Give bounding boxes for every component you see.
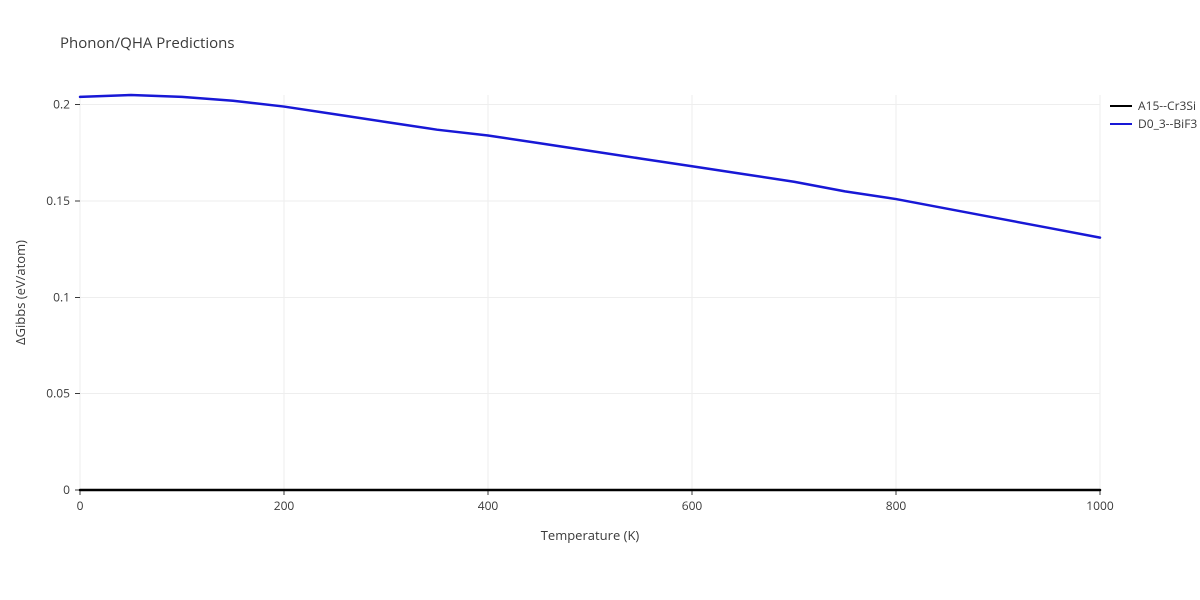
x-tick-label: 1000 xyxy=(1086,497,1114,514)
y-tick-label: 0.1 xyxy=(53,288,70,305)
legend-label-1: D0_3--BiF3 xyxy=(1138,115,1197,132)
y-tick-label: 0 xyxy=(63,481,70,498)
chart-title: Phonon/QHA Predictions xyxy=(60,33,235,53)
y-tick-label: 0.05 xyxy=(46,385,70,402)
x-axis-label: Temperature (K) xyxy=(541,526,640,544)
x-tick-label: 200 xyxy=(274,497,295,514)
y-axis-label: ΔGibbs (eV/atom) xyxy=(11,240,29,345)
x-tick-label: 400 xyxy=(478,497,499,514)
y-tick-label: 0.15 xyxy=(46,192,70,209)
legend-label-0: A15--Cr3Si xyxy=(1138,97,1196,114)
x-tick-label: 800 xyxy=(886,497,907,514)
x-tick-label: 0 xyxy=(77,497,84,514)
line-chart: Phonon/QHA Predictions 0 200 400 600 800 1000 0… xyxy=(0,0,1200,600)
x-tick-label: 600 xyxy=(682,497,703,514)
y-tick-label: 0.2 xyxy=(53,96,70,113)
series-line-1 xyxy=(80,95,1100,238)
